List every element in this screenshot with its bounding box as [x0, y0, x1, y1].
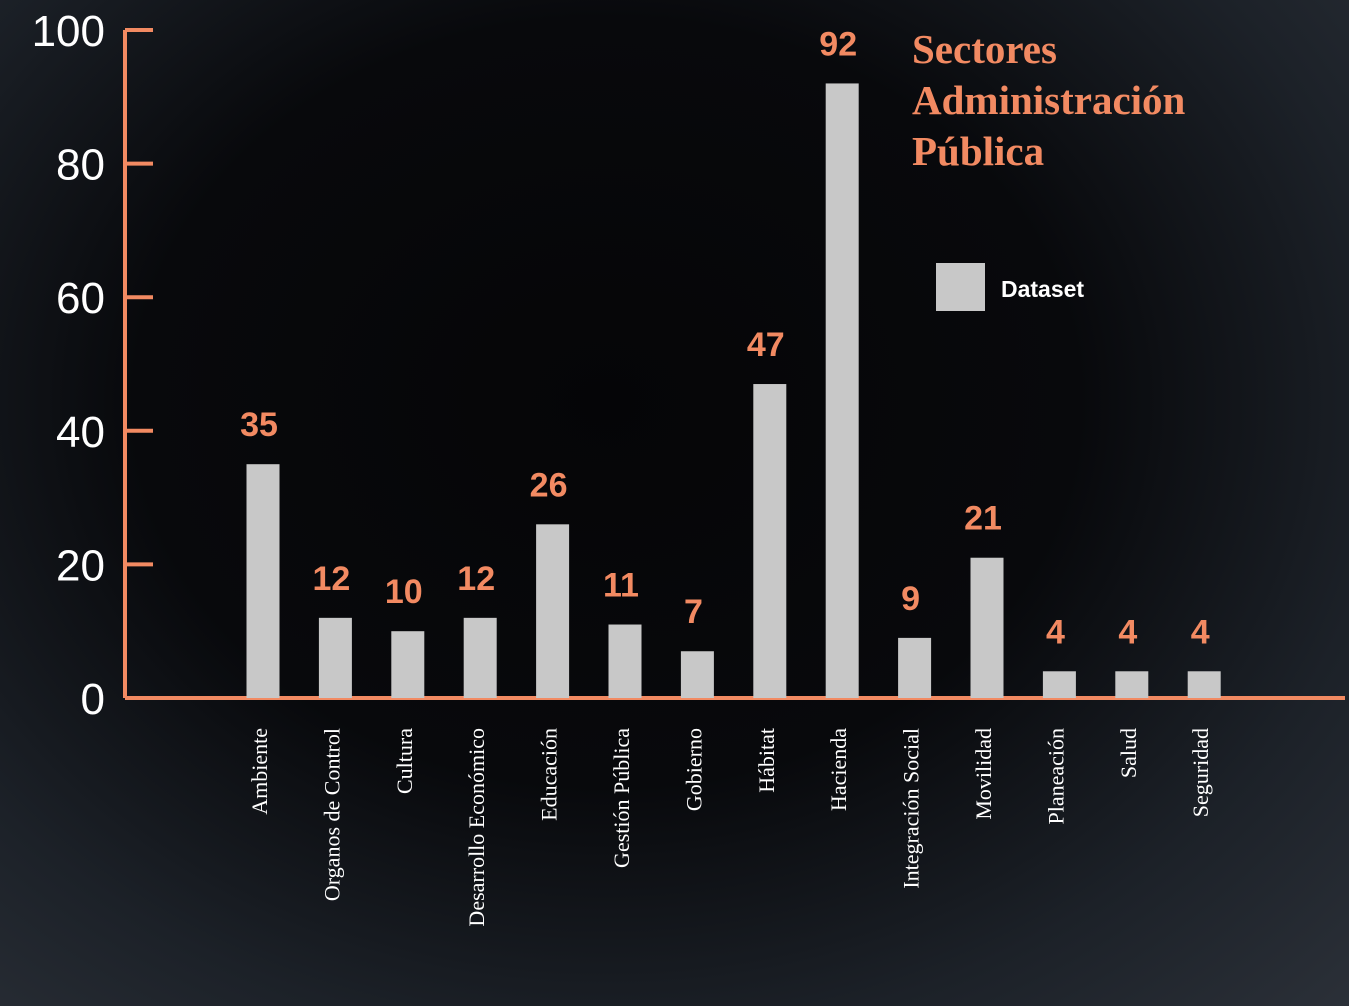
y-tick-label: 100	[32, 7, 105, 56]
bar	[681, 651, 714, 698]
x-tick-label: Integración Social	[899, 728, 924, 889]
x-tick-label: Hacienda	[826, 728, 851, 811]
page: 0 20 40 60 80 100 35 12 10 12 26 11 7 47 92 9 21 4 4 4 Datas…	[0, 0, 1349, 1006]
value-label: 35	[240, 406, 278, 444]
y-tick-label: 0	[81, 675, 105, 724]
x-tick-label: Gestión Pública	[609, 728, 634, 868]
bar	[1188, 671, 1221, 698]
x-tick-label: Cultura	[392, 728, 417, 794]
x-tick-label: Ambiente	[247, 728, 272, 815]
bar	[319, 618, 352, 698]
bar	[1115, 671, 1148, 698]
bar	[898, 638, 931, 698]
value-label: 21	[964, 500, 1002, 538]
value-label: 11	[603, 567, 639, 605]
bar	[464, 618, 497, 698]
chart-title: Sectores Administración Pública	[912, 24, 1242, 177]
value-label: 7	[684, 593, 703, 631]
bar	[826, 83, 859, 698]
bar	[753, 384, 786, 698]
value-label: 9	[901, 580, 920, 618]
x-tick-label: Salud	[1116, 728, 1141, 778]
value-label: 4	[1118, 613, 1137, 651]
legend-swatch	[936, 263, 985, 311]
y-tick-label: 80	[56, 141, 105, 190]
y-tick-label: 60	[56, 274, 105, 323]
bar	[536, 524, 569, 698]
y-tick-label: 40	[56, 408, 105, 457]
value-label: 12	[312, 560, 350, 598]
bar	[971, 558, 1004, 698]
value-label: 47	[747, 326, 785, 364]
x-tick-label: Hábitat	[754, 728, 779, 793]
legend-label: Dataset	[1001, 276, 1084, 302]
x-tick-label: Gobierno	[681, 728, 706, 811]
x-tick-label: Seguridad	[1188, 728, 1213, 817]
x-tick-label: Planeación	[1043, 728, 1068, 825]
bar	[391, 631, 424, 698]
bar	[609, 625, 642, 698]
bar	[1043, 671, 1076, 698]
value-label: 12	[457, 560, 495, 598]
value-label: 4	[1046, 613, 1065, 651]
bar	[247, 464, 280, 698]
value-label: 4	[1191, 613, 1210, 651]
value-label: 26	[530, 466, 568, 504]
value-label: 92	[819, 25, 857, 63]
x-tick-label: Desarrollo Económico	[464, 728, 489, 927]
value-label: 10	[385, 573, 423, 611]
y-tick-label: 20	[56, 541, 105, 590]
x-tick-label: Organos de Control	[319, 728, 344, 901]
x-tick-label: Movilidad	[971, 728, 996, 820]
x-tick-label: Educación	[537, 728, 562, 821]
